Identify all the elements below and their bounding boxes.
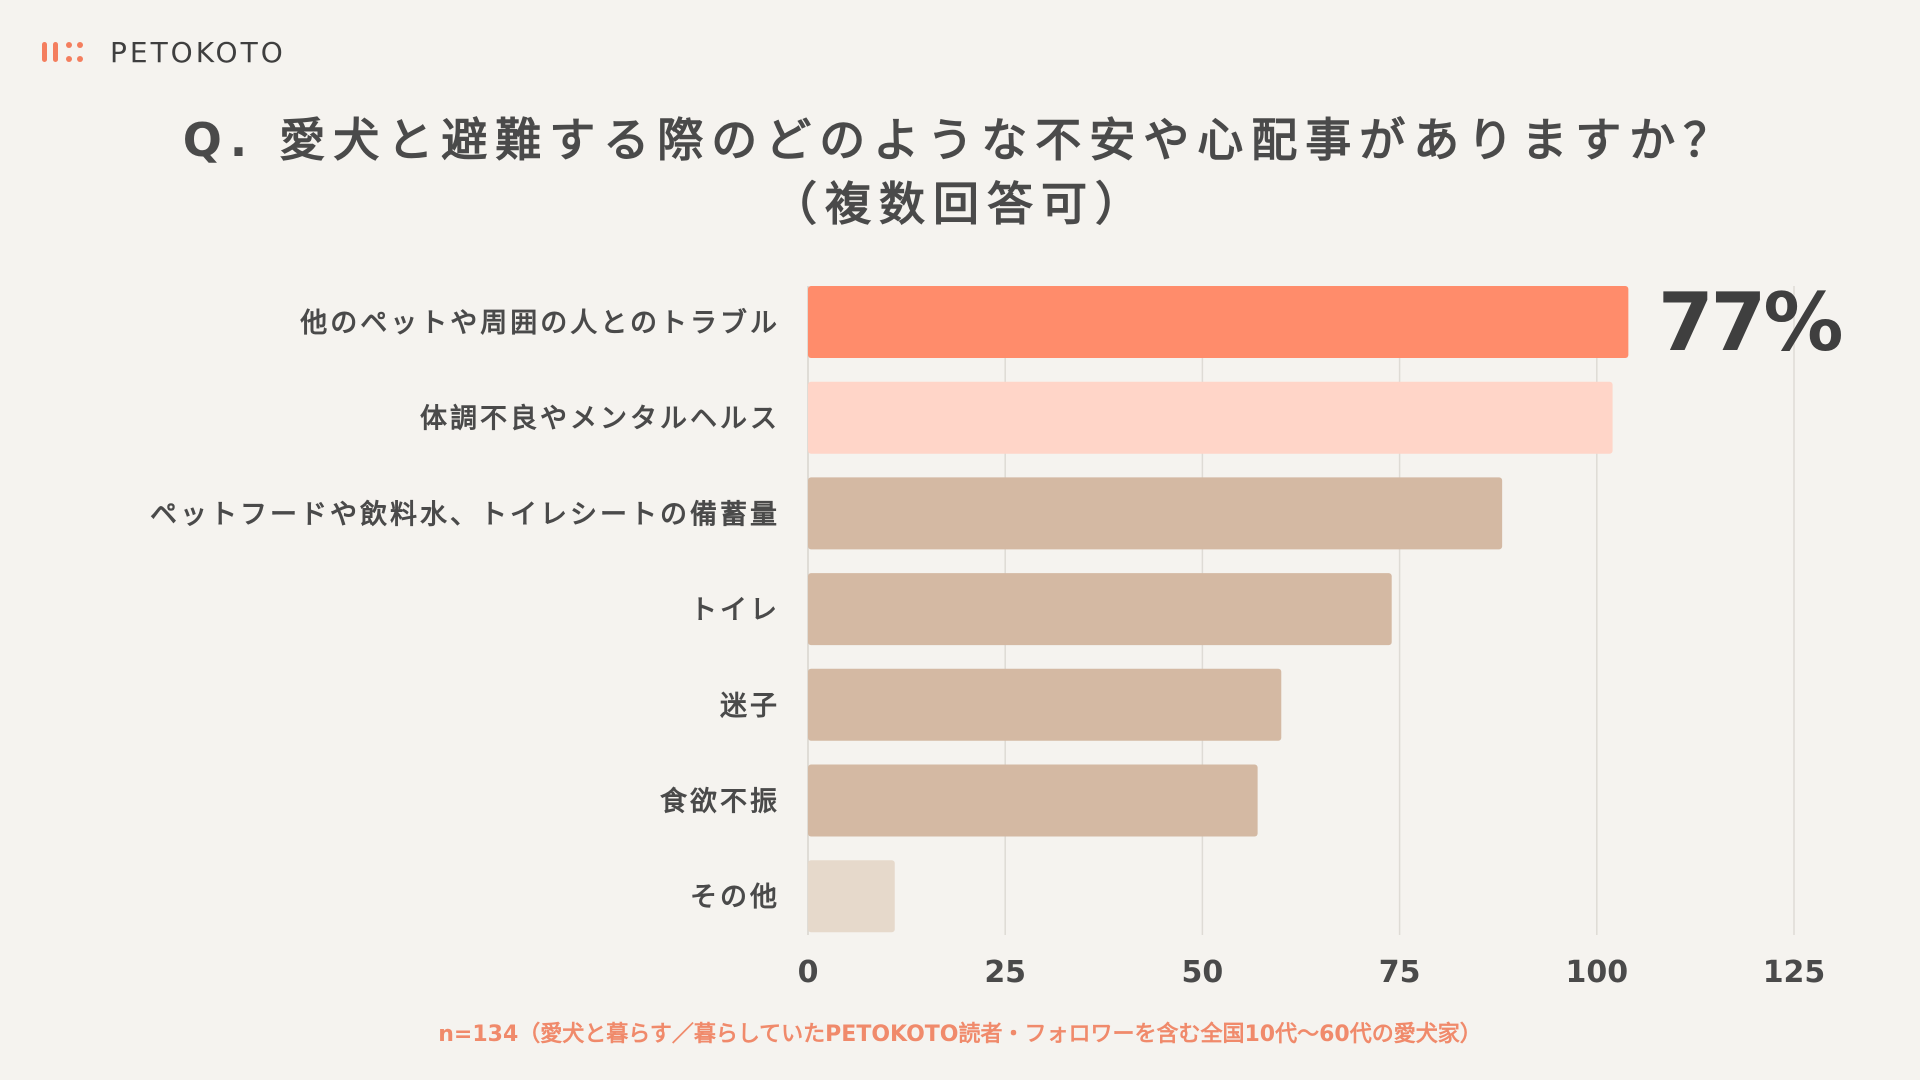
- title-question: Q. 愛犬と避難する際のどのような不安や心配事がありますか？: [182, 113, 1738, 167]
- bar-4: [808, 668, 1282, 741]
- x-tick-label-75: 75: [1379, 955, 1421, 990]
- category-label-2: ペットフードや飲料水、トイレシートの備蓄量: [150, 498, 780, 530]
- bar-0: [808, 286, 1629, 358]
- brand-name: PETOKOTO: [110, 35, 286, 69]
- category-label-0: 他のペットや周囲の人とのトラブル: [299, 307, 780, 339]
- title-note: （複数回答可）: [771, 177, 1149, 231]
- bar-2: [808, 477, 1503, 550]
- category-label-6: その他: [690, 882, 780, 913]
- chart-title: Q. 愛犬と避難する際のどのような不安や心配事がありますか？ （複数回答可）: [0, 108, 1920, 236]
- x-tick-label-125: 125: [1763, 955, 1826, 990]
- petokoto-mark-icon: [42, 42, 83, 62]
- x-tick-label-25: 25: [984, 955, 1026, 990]
- bar-5: [808, 764, 1258, 837]
- bar-3: [808, 573, 1392, 646]
- sample-footnote: n=134（愛犬と暮らす／暮らしていたPETOKOTO読者・フォロワーを含む全国…: [438, 1022, 1482, 1047]
- brand-logo: PETOKOTO: [42, 35, 286, 69]
- x-tick-label-0: 0: [798, 955, 819, 990]
- bar-1: [808, 381, 1613, 454]
- category-label-3: トイレ: [690, 595, 780, 626]
- category-label-1: 体調不良やメンタルヘルス: [420, 403, 780, 435]
- bar-6: [808, 860, 895, 933]
- bar-chart: 他のペットや周囲の人とのトラブル体調不良やメンタルヘルスペットフードや飲料水、ト…: [150, 276, 1844, 990]
- x-tick-label-50: 50: [1182, 955, 1224, 990]
- category-label-5: 食欲不振: [660, 786, 780, 818]
- category-label-4: 迷子: [720, 691, 780, 722]
- x-tick-label-100: 100: [1565, 955, 1628, 990]
- highlight-value-label: 77%: [1658, 276, 1841, 369]
